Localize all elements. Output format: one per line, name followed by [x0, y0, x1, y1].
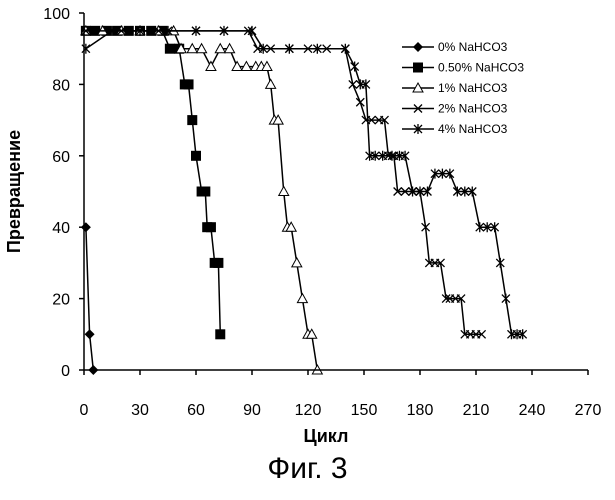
series-2-point-shape: [297, 294, 307, 303]
series-2-point-shape: [266, 79, 276, 88]
series-4-point: [82, 44, 90, 54]
series-3-point: [356, 98, 364, 106]
legend-label: 2% NaHCO3: [438, 102, 508, 116]
legend-item-3: 2% NaHCO3: [402, 102, 508, 116]
series-4-point: [496, 258, 504, 268]
series-0-point: [85, 329, 95, 339]
y-tick-label: 0: [61, 363, 70, 380]
y-axis-title: Превращение: [4, 130, 24, 253]
y-tick-label: 60: [52, 149, 70, 166]
legend-marker-shape: [413, 63, 423, 73]
series-1-point: [206, 222, 216, 232]
y-axis-ticks: 0 20 40 60 80 100: [43, 6, 84, 380]
x-tick-label: 90: [243, 402, 261, 419]
x-tick-label: 210: [463, 402, 490, 419]
legend-item-0: 0% NaHCO3: [402, 40, 508, 54]
series-2-point: [297, 294, 307, 303]
series-1-point: [184, 79, 194, 89]
series-4-point-shape: [82, 44, 90, 54]
series-1-point: [213, 258, 223, 268]
series-4-point-shape: [502, 294, 510, 304]
series-4-point-shape: [496, 258, 504, 268]
legend-label: 0% NaHCO3: [438, 40, 508, 54]
series-1-point-shape: [191, 151, 201, 161]
series-1-line: [86, 31, 220, 334]
x-tick-label: 60: [187, 402, 205, 419]
conversion-chart: 0 30 60 90 120 150 180 210 240 270 0 20 40 60 80 100 Ц…: [0, 0, 615, 450]
y-tick-label: 40: [52, 220, 70, 237]
x-tick-label: 150: [351, 402, 378, 419]
series-4-point: [502, 294, 510, 304]
series-2-point: [266, 79, 276, 88]
series-1-point: [165, 44, 175, 54]
series-3-point-shape: [356, 98, 364, 106]
figure-caption: Фиг. 3: [0, 452, 615, 486]
series-0-point-shape: [85, 329, 95, 339]
x-tick-label: 180: [407, 402, 434, 419]
x-tick-label: 240: [519, 402, 546, 419]
series-2-line: [86, 31, 317, 370]
series-4-line: [86, 31, 523, 334]
series-layer: [81, 26, 527, 375]
series-2-point-shape: [292, 258, 302, 267]
legend: 0% NaHCO3 0.50% NaHCO3 1% NaHCO3 2% NaHCO3 4…: [402, 40, 524, 136]
legend-marker-shape: [413, 42, 423, 52]
series-0-line: [86, 227, 93, 370]
legend-marker: [413, 63, 423, 73]
series-2-point: [206, 62, 216, 71]
legend-marker: [413, 42, 423, 52]
series-2: [81, 26, 322, 374]
series-1-point-shape: [184, 79, 194, 89]
legend-item-4: 4% NaHCO3: [402, 122, 508, 136]
series-2-point: [279, 187, 289, 196]
series-1-point-shape: [206, 222, 216, 232]
y-tick-label: 100: [43, 6, 70, 23]
legend-label: 0.50% NaHCO3: [438, 61, 524, 75]
series-1-point-shape: [213, 258, 223, 268]
series-1-point: [191, 151, 201, 161]
series-2-point-shape: [206, 62, 216, 71]
series-4-point-shape: [351, 62, 359, 72]
y-tick-label: 20: [52, 292, 70, 309]
series-1-point-shape: [165, 44, 175, 54]
x-tick-label: 270: [575, 402, 602, 419]
series-2-point-shape: [279, 187, 289, 196]
legend-label: 1% NaHCO3: [438, 81, 508, 95]
legend-item-1: 0.50% NaHCO3: [402, 61, 524, 75]
legend-label: 4% NaHCO3: [438, 122, 508, 136]
series-1-point: [187, 115, 197, 125]
series-1-point: [200, 187, 210, 197]
series-1: [81, 26, 225, 339]
y-tick-label: 80: [52, 77, 70, 94]
series-1-point-shape: [215, 329, 225, 339]
x-tick-label: 120: [295, 402, 322, 419]
legend-item-2: 1% NaHCO3: [402, 81, 508, 95]
series-1-point-shape: [200, 187, 210, 197]
series-2-point: [292, 258, 302, 267]
x-tick-label: 30: [131, 402, 149, 419]
series-1-point: [215, 329, 225, 339]
series-4-point: [351, 62, 359, 72]
plot-area: [81, 26, 527, 375]
x-axis-ticks: 0 30 60 90 120 150 180 210 240 270: [80, 370, 602, 419]
x-axis-title: Цикл: [304, 426, 349, 446]
x-tick-label: 0: [80, 402, 89, 419]
series-1-point-shape: [187, 115, 197, 125]
